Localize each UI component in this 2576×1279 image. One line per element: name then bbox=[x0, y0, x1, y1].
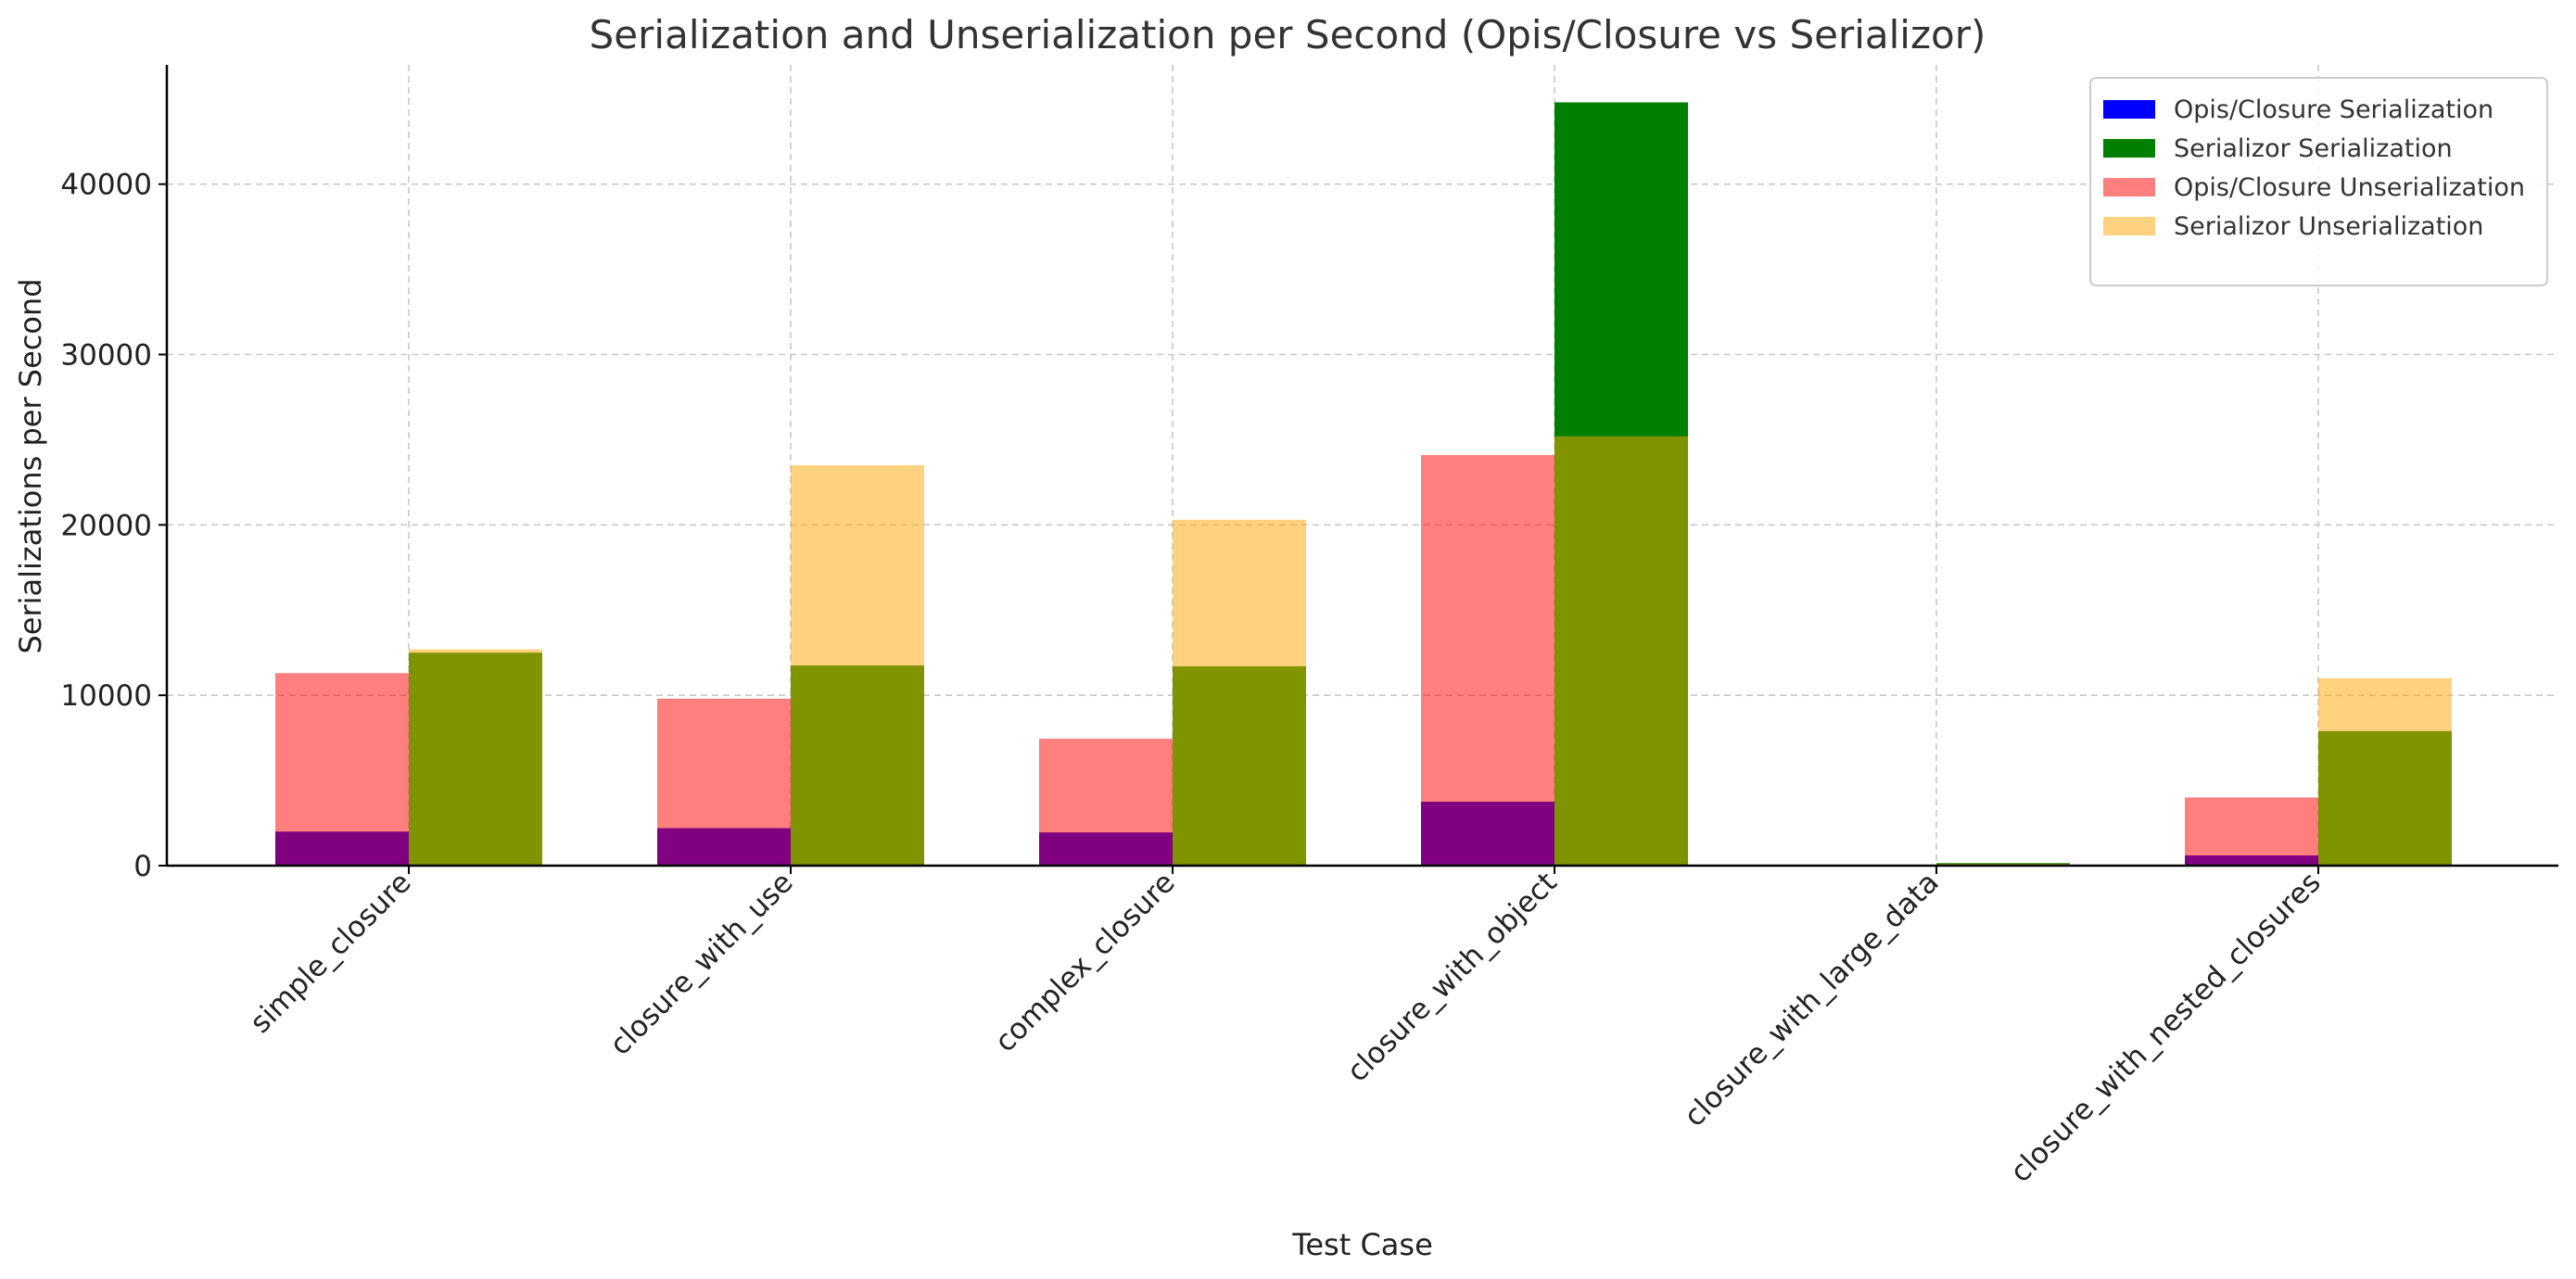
y-tick-label: 30000 bbox=[60, 339, 152, 373]
bar bbox=[791, 465, 924, 866]
legend-item: Serializor Unserialization bbox=[2103, 212, 2483, 241]
legend-swatch bbox=[2103, 100, 2155, 119]
legend-label: Serializor Serialization bbox=[2174, 134, 2453, 163]
x-tick-label: closure_with_large_data bbox=[1678, 866, 1946, 1133]
series-3 bbox=[409, 436, 2452, 866]
bar bbox=[1039, 739, 1173, 866]
x-tick-label: complex_closure bbox=[988, 866, 1181, 1058]
legend-label: Opis/Closure Unserialization bbox=[2174, 173, 2525, 202]
series-2 bbox=[275, 454, 2318, 866]
legend-item: Serializor Serialization bbox=[2103, 134, 2453, 163]
x-tick-label: closure_with_object bbox=[1340, 866, 1563, 1088]
bar bbox=[1554, 436, 1688, 866]
x-axis-ticks: simple_closure closure_with_use complex_cl… bbox=[244, 866, 2328, 1189]
legend-label: Opis/Closure Serialization bbox=[2174, 95, 2494, 124]
x-tick-label: closure_with_nested_closures bbox=[2004, 866, 2328, 1189]
x-tick-label: simple_closure bbox=[244, 866, 418, 1040]
legend-swatch bbox=[2103, 139, 2155, 158]
x-axis-label: Test Case bbox=[1291, 1227, 1433, 1262]
bar bbox=[1173, 519, 1306, 866]
bar bbox=[2318, 677, 2452, 866]
x-tick-label: closure_with_use bbox=[603, 866, 800, 1062]
legend-frame bbox=[2089, 77, 2548, 286]
chart-title: Serialization and Unserialization per Se… bbox=[590, 12, 1986, 57]
y-tick-label: 10000 bbox=[60, 679, 152, 713]
legend-item: Opis/Closure Serialization bbox=[2103, 95, 2494, 124]
y-axis-ticks: 0 10000 20000 30000 40000 bbox=[60, 169, 167, 883]
legend-item: Opis/Closure Unserialization bbox=[2103, 173, 2525, 202]
bars bbox=[275, 102, 2452, 866]
bar bbox=[275, 673, 409, 866]
legend-label: Serializor Unserialization bbox=[2174, 212, 2483, 241]
axes bbox=[165, 65, 2558, 867]
y-tick-label: 40000 bbox=[60, 169, 152, 202]
y-tick-label: 0 bbox=[133, 850, 152, 883]
bar bbox=[2185, 797, 2318, 866]
y-tick-label: 20000 bbox=[60, 509, 152, 542]
legend-swatch bbox=[2103, 178, 2155, 196]
legend-swatch bbox=[2103, 217, 2155, 235]
legend: Opis/Closure Serialization Serializor Ser… bbox=[2089, 77, 2548, 286]
bar bbox=[1421, 454, 1554, 866]
y-axis-label: Serializations per Second bbox=[13, 278, 48, 653]
bar bbox=[409, 649, 542, 866]
bar bbox=[657, 698, 791, 866]
